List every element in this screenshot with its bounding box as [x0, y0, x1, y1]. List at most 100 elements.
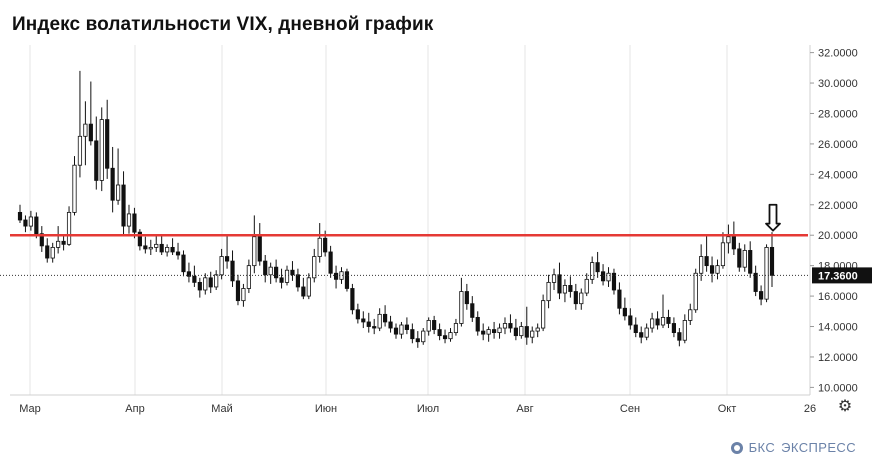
- y-tick-label: 16.0000: [818, 291, 858, 303]
- x-axis-ticks: Мар Апр Май Июн Июл Авг Сен Окт 26: [19, 403, 816, 415]
- candle-down: [524, 326, 529, 338]
- candle-up: [650, 318, 655, 329]
- candle-up: [448, 332, 453, 340]
- candle-down: [600, 271, 606, 282]
- candles: [17, 70, 775, 348]
- candle-down: [393, 327, 399, 335]
- candle-down: [34, 216, 39, 235]
- candle-up: [606, 272, 611, 282]
- candle-down: [61, 240, 66, 245]
- candle-up: [83, 123, 88, 137]
- candle-down: [383, 313, 388, 323]
- candle-down: [361, 318, 366, 323]
- candle-down: [410, 329, 415, 340]
- candle-up: [306, 277, 311, 297]
- candle-down: [404, 324, 409, 330]
- candle-up: [546, 281, 551, 302]
- candle-down: [513, 327, 518, 337]
- candle-up: [699, 256, 704, 274]
- candle-up: [530, 330, 535, 338]
- candle-down: [137, 231, 142, 247]
- candle-down: [355, 309, 360, 320]
- candle-down: [442, 335, 448, 340]
- candle-up: [682, 320, 687, 341]
- candle-up: [644, 327, 649, 338]
- candle-down: [622, 307, 627, 317]
- y-tick-label: 12.0000: [818, 352, 858, 364]
- candle-up: [399, 324, 404, 335]
- candle-up: [252, 236, 257, 267]
- candle-down: [197, 281, 202, 291]
- candle-down: [759, 291, 764, 300]
- candle-up: [72, 164, 77, 213]
- down-arrow-shape: [765, 203, 781, 232]
- candle-down: [666, 316, 671, 324]
- y-tick-label: 20.0000: [818, 230, 858, 242]
- candle-up: [720, 242, 726, 267]
- candle-down: [704, 256, 709, 267]
- candle-up: [154, 243, 159, 248]
- candle-down: [568, 285, 573, 292]
- candle-down: [464, 291, 469, 305]
- candle-up: [535, 327, 540, 332]
- candle-down: [23, 219, 28, 227]
- gear-icon[interactable]: ⚙: [837, 398, 853, 415]
- candle-up: [726, 236, 731, 244]
- current-price-label: 17.3600: [812, 267, 872, 284]
- y-tick-label: 32.0000: [818, 48, 858, 60]
- candle-down: [279, 277, 284, 283]
- candle-down: [328, 251, 333, 274]
- candle-down: [595, 262, 600, 273]
- chart-title: Индекс волатильности VIX, дневной график: [12, 14, 434, 35]
- candle-up: [693, 272, 698, 311]
- candle-down: [323, 237, 328, 253]
- candle-up: [459, 291, 464, 324]
- candle-down: [143, 245, 148, 250]
- candle-down: [39, 233, 44, 247]
- candle-down: [17, 211, 23, 221]
- candle-up: [241, 288, 246, 302]
- x-tick-label: Авг: [516, 403, 533, 415]
- candle-up: [77, 135, 83, 166]
- candle-down: [366, 321, 371, 327]
- candle-down: [573, 291, 578, 305]
- candle-up: [764, 246, 769, 300]
- candle-up: [148, 246, 153, 250]
- candle-down: [192, 275, 197, 283]
- candle-down: [170, 246, 175, 253]
- candle-down: [175, 251, 181, 256]
- candle-up: [317, 237, 322, 257]
- candle-down: [481, 330, 486, 335]
- candle-up: [246, 265, 251, 289]
- candle-up: [715, 265, 720, 274]
- candle-down: [290, 269, 295, 276]
- candle-down: [257, 236, 262, 262]
- candle-down: [295, 274, 301, 288]
- candle-down: [224, 256, 230, 262]
- candle-up: [579, 292, 584, 305]
- x-tick-label: 26: [804, 403, 816, 415]
- candle-up: [497, 327, 502, 334]
- candle-down: [186, 271, 192, 277]
- candle-up: [219, 256, 224, 276]
- candle-down: [557, 274, 562, 294]
- candle-down: [491, 329, 497, 334]
- candle-down: [372, 326, 377, 329]
- candle-down: [132, 213, 137, 233]
- candle-up: [28, 216, 33, 227]
- candle-up: [203, 277, 208, 291]
- candle-up: [421, 330, 426, 343]
- candle-down: [301, 286, 306, 297]
- brand-prefix: БКС: [748, 440, 776, 455]
- y-tick-label: 24.0000: [818, 169, 858, 181]
- candle-down: [655, 318, 660, 326]
- candle-up: [742, 250, 747, 268]
- candle-down: [88, 123, 93, 142]
- y-tick-label: 26.0000: [818, 139, 858, 151]
- candle-down: [263, 260, 268, 276]
- candle-down: [432, 320, 437, 330]
- candle-down: [737, 248, 742, 268]
- candle-down: [639, 332, 644, 338]
- brand-mark-icon: [730, 441, 743, 454]
